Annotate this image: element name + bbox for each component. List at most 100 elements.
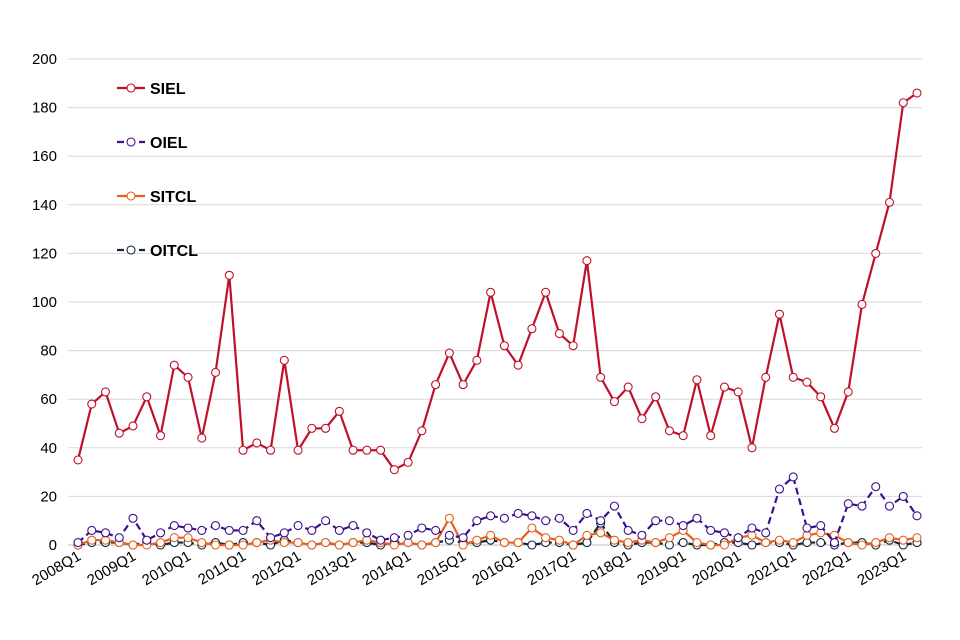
y-tick-label: 160: [32, 148, 57, 165]
data-point: [431, 538, 441, 548]
data-point: [912, 533, 922, 543]
data-point: [719, 382, 729, 392]
data-point: [596, 372, 606, 382]
data-point: [183, 523, 193, 533]
data-point: [279, 355, 289, 365]
data-point: [541, 533, 551, 543]
data-point: [238, 540, 248, 550]
data-point: [348, 521, 358, 531]
legend-marker: [126, 245, 136, 255]
data-point: [527, 540, 537, 550]
data-point: [169, 521, 179, 531]
data-point: [651, 516, 661, 526]
data-point: [788, 472, 798, 482]
x-tick-label: 2009Q1: [84, 548, 139, 589]
data-point: [293, 521, 303, 531]
data-point: [678, 538, 688, 548]
data-point: [210, 540, 221, 550]
data-point: [568, 341, 578, 351]
x-tick-label: 2012Q1: [249, 548, 304, 589]
y-tick-label: 200: [32, 51, 57, 68]
data-point: [761, 538, 771, 548]
data-point: [802, 523, 812, 533]
data-point: [417, 540, 427, 550]
data-point: [155, 431, 166, 441]
data-point: [513, 538, 523, 548]
data-point: [114, 428, 124, 438]
data-point: [169, 360, 179, 370]
data-point: [100, 387, 111, 397]
data-point: [609, 397, 619, 407]
data-point: [843, 387, 853, 397]
y-tick-label: 40: [40, 440, 57, 457]
data-point: [554, 329, 564, 339]
x-tick-label: 2013Q1: [304, 548, 359, 589]
data-point: [816, 521, 826, 531]
data-point: [871, 248, 881, 258]
y-tick-label: 100: [32, 294, 57, 311]
data-point: [898, 491, 908, 501]
data-point: [128, 421, 138, 431]
data-point: [527, 523, 537, 533]
data-point: [733, 387, 743, 397]
y-tick-label: 0: [49, 537, 57, 554]
data-point: [623, 525, 633, 535]
data-point: [609, 535, 619, 545]
data-point: [568, 525, 578, 535]
y-tick-label: 20: [40, 488, 57, 505]
data-point: [348, 538, 358, 548]
x-tick-label: 2021Q1: [744, 548, 799, 589]
data-point: [197, 433, 207, 443]
data-point: [458, 533, 468, 543]
data-point: [554, 535, 564, 545]
series-line: [77, 474, 918, 545]
data-point: [472, 535, 482, 545]
data-point: [155, 538, 166, 548]
data-point: [609, 501, 619, 511]
x-tick-label: 2016Q1: [469, 548, 524, 589]
data-point: [403, 457, 413, 467]
data-point: [307, 540, 317, 550]
data-point: [582, 256, 592, 266]
data-point: [458, 380, 468, 390]
y-tick-label: 120: [32, 245, 57, 262]
data-point: [733, 533, 743, 543]
data-point: [554, 513, 564, 523]
data-point: [293, 445, 303, 455]
data-point: [252, 438, 262, 448]
data-point: [582, 530, 592, 540]
data-point: [334, 406, 344, 416]
data-point: [472, 355, 482, 365]
x-tick-label: 2011Q1: [195, 548, 249, 589]
data-point: [334, 540, 344, 550]
data-point: [829, 538, 840, 548]
data-point: [87, 535, 97, 545]
data-point: [513, 508, 523, 518]
data-point: [307, 525, 317, 535]
data-point: [898, 98, 908, 108]
data-point: [747, 443, 757, 453]
x-tick-label: 2015Q1: [414, 548, 469, 589]
y-tick-label: 180: [32, 100, 57, 117]
data-point: [499, 513, 509, 523]
data-point: [692, 538, 702, 548]
data-point: [678, 431, 688, 441]
data-point: [527, 511, 537, 521]
x-tick-label: 2010Q1: [139, 548, 194, 589]
data-point: [279, 528, 289, 538]
data-point: [843, 499, 853, 509]
data-point: [73, 455, 83, 465]
data-point: [87, 399, 97, 409]
x-tick-label: 2022Q1: [799, 548, 854, 589]
data-point: [802, 377, 812, 387]
data-point: [307, 423, 317, 433]
data-point: [706, 431, 716, 441]
data-point: [884, 533, 895, 543]
data-point: [788, 372, 798, 382]
data-point: [293, 538, 303, 548]
series-line: [76, 92, 918, 472]
data-point: [128, 540, 138, 550]
data-point: [128, 513, 138, 523]
data-point: [912, 88, 922, 98]
data-point: [843, 538, 853, 548]
